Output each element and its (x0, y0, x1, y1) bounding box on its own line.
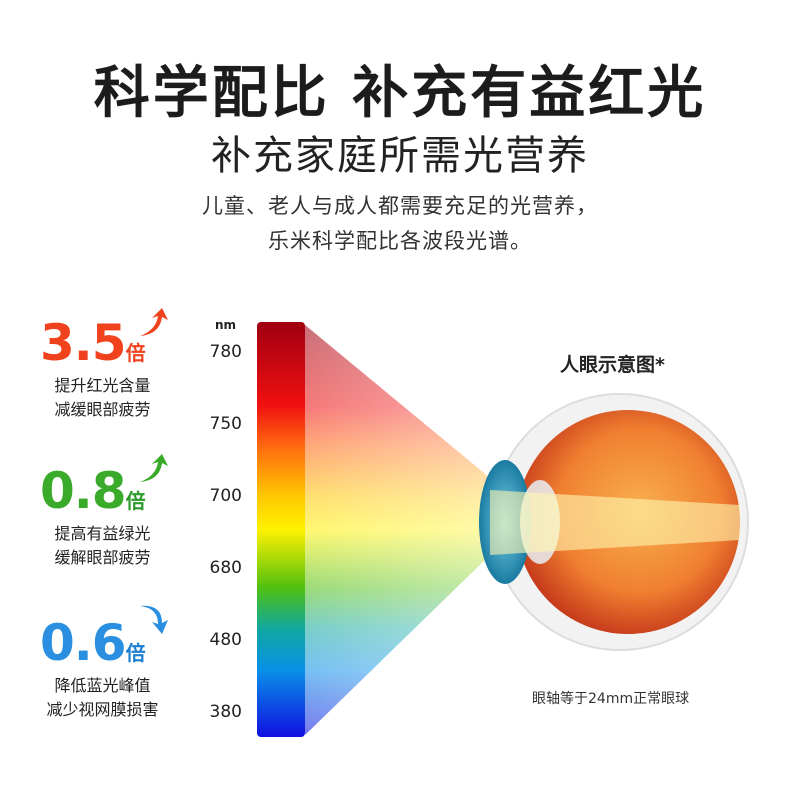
arrow-up-icon (140, 308, 168, 336)
stat-caption-1: 提高有益绿光 (54, 524, 151, 543)
stat-value: 0.8 (40, 462, 127, 520)
stat-red-light: 3.5倍 提升红光含量 减缓眼部疲劳 (40, 308, 180, 422)
spectrum-unit: nm (215, 318, 237, 332)
tick-label: 700 (209, 486, 242, 506)
stat-caption-1: 降低蓝光峰值 (54, 676, 151, 695)
arrow-down-icon (140, 605, 168, 634)
tick-label: 780 (209, 342, 242, 362)
stat-caption-2: 减少视网膜损害 (46, 700, 159, 719)
page-title: 科学配比 补充有益红光 (93, 61, 707, 126)
page-subtitle: 补充家庭所需光营养 (211, 133, 589, 179)
stat-value: 3.5 (40, 314, 127, 372)
tick-label: 380 (209, 702, 242, 722)
stat-value: 0.6 (40, 614, 127, 672)
tick-label: 680 (209, 558, 242, 578)
light-beam-overlay (305, 325, 490, 735)
spectrum-bar (257, 322, 305, 737)
description-line-2: 乐米科学配比各波段光谱。 (268, 229, 532, 253)
stat-caption-2: 缓解眼部疲劳 (54, 548, 151, 567)
eye-diagram-label: 人眼示意图* (560, 354, 665, 376)
stat-unit: 倍 (125, 489, 146, 513)
stat-caption-2: 减缓眼部疲劳 (54, 400, 151, 419)
stat-unit: 倍 (125, 641, 146, 665)
stat-caption-1: 提升红光含量 (54, 376, 151, 395)
tick-label: 480 (209, 630, 242, 650)
stat-blue-light: 0.6倍 降低蓝光峰值 减少视网膜损害 (40, 605, 180, 722)
stat-unit: 倍 (125, 341, 146, 365)
light-path-in-eye (490, 490, 740, 555)
tick-label: 750 (209, 414, 242, 434)
description-line-1: 儿童、老人与成人都需要充足的光营养， (202, 194, 598, 218)
stat-green-light: 0.8倍 提高有益绿光 缓解眼部疲劳 (40, 454, 180, 570)
arrow-up-icon (140, 454, 168, 482)
eye-note: 眼轴等于24mm正常眼球 (532, 691, 690, 707)
